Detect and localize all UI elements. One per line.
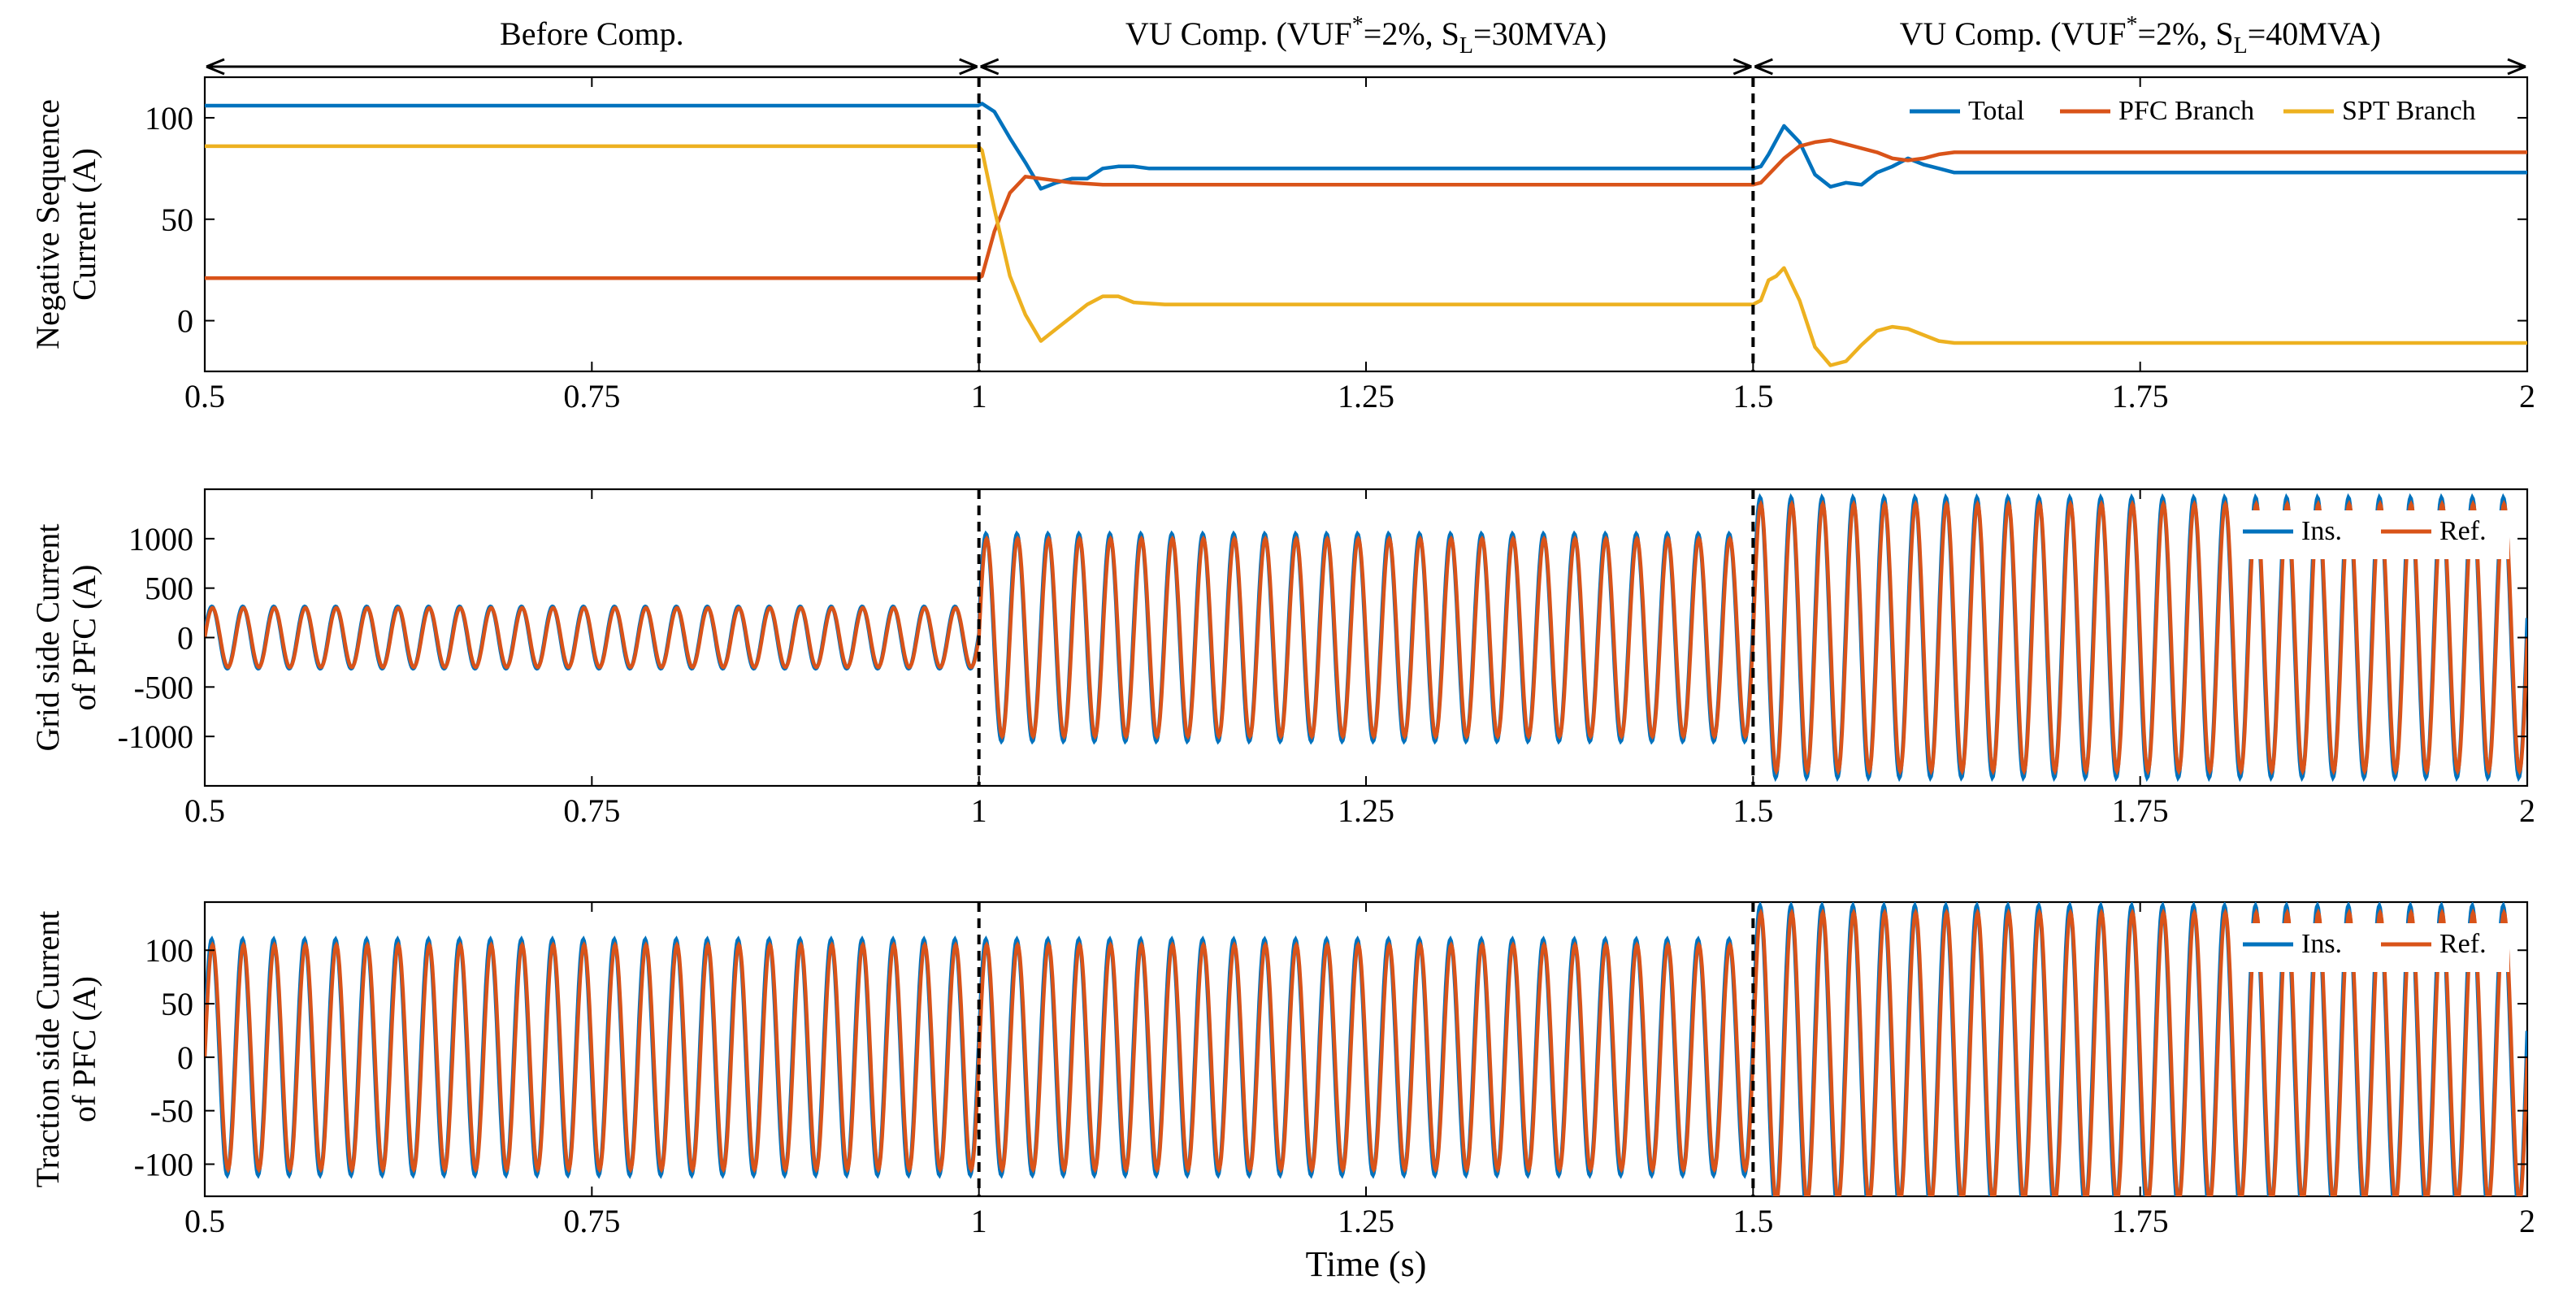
- phase-sl40-label: VU Comp. (VUF*=2%, SL=40MVA): [1900, 12, 2381, 59]
- phase-sl30: VU Comp. (VUF*=2%, SL=30MVA): [1125, 12, 1607, 59]
- x-tick-label: 1.25: [1338, 1203, 1394, 1239]
- legend-label: Ref.: [2439, 516, 2487, 546]
- series-ref: [205, 500, 2527, 776]
- y-tick-label: 50: [161, 202, 193, 238]
- panel-grid-side-current: 0.5 0.75 1 1.25 1.5 1.75 2 -1000 -500 0 500 1000 Gri…: [29, 488, 2535, 829]
- phase-sl30-label: VU Comp. (VUF*=2%, SL=30MVA): [1125, 12, 1607, 59]
- grid-plot-area: [205, 492, 2527, 783]
- legend-label: PFC Branch: [2118, 96, 2254, 126]
- phase-sl40: VU Comp. (VUF*=2%, SL=40MVA): [1900, 12, 2381, 59]
- y-tick-label: 0: [177, 1039, 193, 1076]
- y-tick-label: 0: [177, 620, 193, 657]
- series-spt-branch: [205, 144, 2527, 367]
- panel-negative-sequence-current: 0.5 0.75 1 1.25 1.5 1.75 2 0 50 100 Negative Seque…: [29, 76, 2535, 414]
- phase-before-label: Before Comp.: [500, 15, 684, 52]
- grid-y-axis-label: Grid side Currentof PFC (A): [29, 524, 102, 752]
- x-tick-label: 1: [971, 1203, 987, 1239]
- negseq-legend: Total PFC Branch SPT Branch: [1910, 96, 2476, 126]
- x-tick-label: 2: [2519, 1203, 2535, 1239]
- x-tick-label: 0.75: [563, 792, 620, 829]
- y-tick-label: 500: [145, 571, 193, 607]
- phase-annotations: Before Comp. VU Comp. (VUF*=2%, SL=30MVA…: [206, 12, 2526, 76]
- negseq-plot-area: [205, 102, 2527, 367]
- traction-plot-area: [205, 902, 2527, 1196]
- x-tick-label: 1.25: [1338, 792, 1394, 829]
- panel-traction-side-current: 0.5 0.75 1 1.25 1.5 1.75 2 -100 -50 0 50 100 Tractio…: [29, 900, 2535, 1239]
- phase-arrow-before: [206, 58, 978, 76]
- x-tick-label: 1.75: [2112, 378, 2169, 414]
- grid-legend: Ins. Ref.: [2233, 510, 2509, 559]
- series-total: [205, 102, 2527, 191]
- x-tick-label: 1.75: [2112, 1203, 2169, 1239]
- x-tick-label: 1: [971, 378, 987, 414]
- y-tick-label: -100: [134, 1147, 193, 1183]
- legend-label: Ref.: [2439, 929, 2487, 959]
- traction-legend-box: [2233, 923, 2509, 972]
- y-tick-label: 1000: [128, 521, 193, 558]
- grid-legend-box: [2233, 510, 2509, 559]
- y-tick-label: -500: [134, 669, 193, 705]
- y-tick-label: -1000: [118, 718, 193, 755]
- y-tick-label: 100: [145, 100, 193, 137]
- phase-arrow-sl40: [1754, 58, 2526, 76]
- phase-before: Before Comp.: [500, 15, 684, 52]
- y-tick-label: 0: [177, 303, 193, 340]
- traction-legend: Ins. Ref.: [2233, 923, 2509, 972]
- series-pfc-branch: [205, 138, 2527, 280]
- x-tick-label: 2: [2519, 792, 2535, 829]
- legend-label: Ins.: [2301, 516, 2342, 546]
- x-tick-label: 1.5: [1733, 1203, 1773, 1239]
- x-tick-label: 1: [971, 792, 987, 829]
- x-tick-label: 0.5: [184, 378, 225, 414]
- x-tick-label: 2: [2519, 378, 2535, 414]
- x-tick-label: 1.5: [1733, 792, 1773, 829]
- x-axis-label: Time (s): [1306, 1244, 1427, 1284]
- legend-label: SPT Branch: [2342, 96, 2476, 126]
- y-tick-label: -50: [150, 1093, 193, 1130]
- x-tick-label: 0.75: [563, 1203, 620, 1239]
- x-tick-label: 1.25: [1338, 378, 1394, 414]
- legend-label: Total: [1968, 96, 2024, 126]
- legend-label: Ins.: [2301, 929, 2342, 959]
- negseq-y-axis-label: Negative SequenceCurrent (A): [29, 99, 102, 349]
- negseq-axes-box: [203, 76, 2529, 373]
- x-tick-label: 0.5: [184, 792, 225, 829]
- x-tick-label: 1.75: [2112, 792, 2169, 829]
- y-tick-label: 100: [145, 932, 193, 969]
- traction-y-axis-label: Traction side Currentof PFC (A): [29, 911, 102, 1188]
- series-ref: [205, 908, 2527, 1196]
- x-tick-label: 0.75: [563, 378, 620, 414]
- x-tick-label: 0.5: [184, 1203, 225, 1239]
- phase-arrow-sl30: [980, 58, 1752, 76]
- x-tick-label: 1.5: [1733, 378, 1773, 414]
- y-tick-label: 50: [161, 986, 193, 1022]
